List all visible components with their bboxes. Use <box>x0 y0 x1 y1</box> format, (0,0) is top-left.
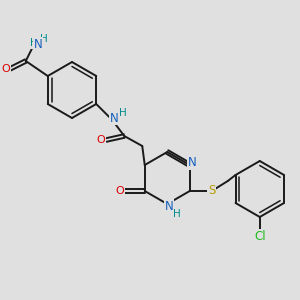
Text: H: H <box>119 108 127 118</box>
Text: S: S <box>208 184 215 197</box>
Text: O: O <box>97 135 106 145</box>
Text: H: H <box>40 34 48 44</box>
Text: H: H <box>30 38 38 48</box>
Text: O: O <box>2 64 10 74</box>
Text: N: N <box>110 112 118 124</box>
Text: H: H <box>173 209 181 219</box>
Text: N: N <box>165 200 174 212</box>
Text: N: N <box>33 38 42 50</box>
Text: N: N <box>188 157 196 169</box>
Text: Cl: Cl <box>254 230 266 242</box>
Text: O: O <box>116 186 124 196</box>
